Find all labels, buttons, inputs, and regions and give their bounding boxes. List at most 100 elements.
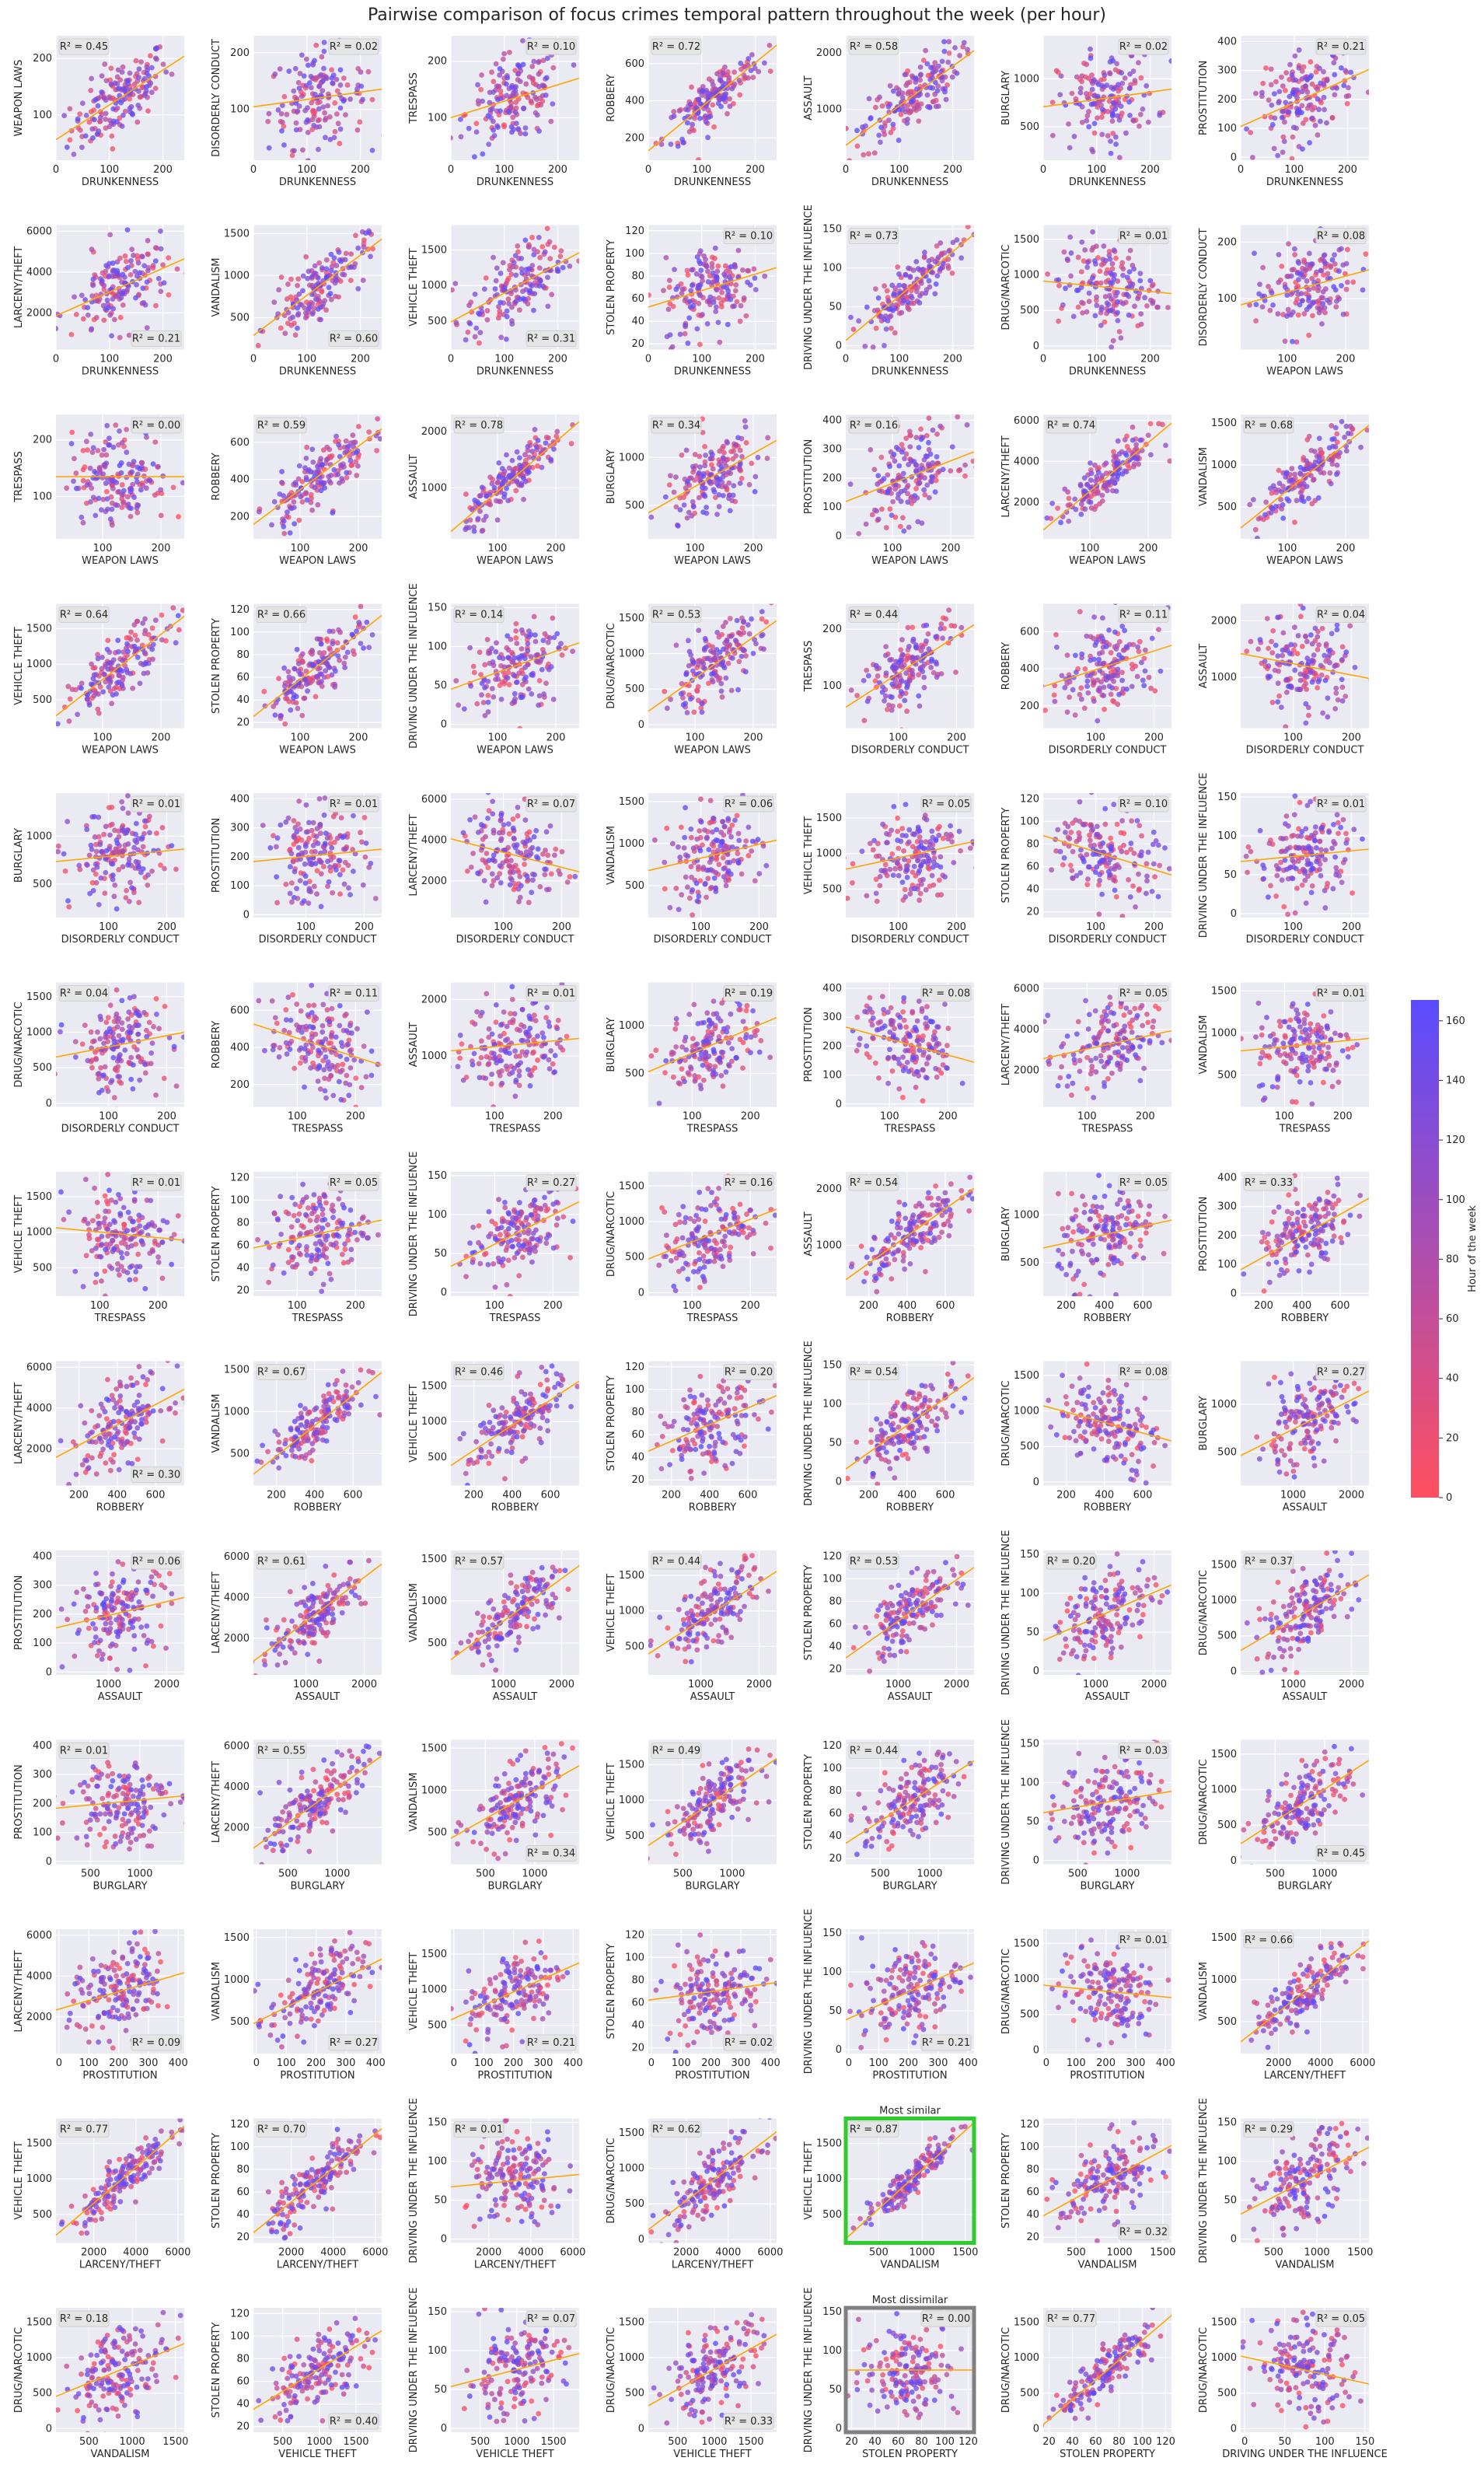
scatter-point	[1329, 114, 1336, 121]
scatter-point	[498, 696, 505, 702]
scatter-point	[1306, 332, 1312, 338]
scatter-point	[123, 258, 129, 264]
y-tick-label: 200	[822, 473, 842, 484]
scatter-point	[923, 453, 929, 459]
scatter-point	[1269, 290, 1275, 296]
scatter-point	[505, 675, 511, 681]
scatter-point	[297, 71, 303, 76]
scatter-point	[284, 111, 290, 117]
y-axis-label: ROBBERY	[606, 74, 617, 122]
scatter-point	[364, 619, 370, 625]
scatter-point	[1263, 499, 1269, 505]
scatter-point	[1119, 471, 1126, 477]
scatter-point	[684, 120, 690, 126]
scatter-point	[301, 73, 307, 79]
scatter-point	[726, 292, 732, 299]
scatter-point	[905, 624, 911, 631]
scatter-point	[119, 69, 125, 75]
scatter-point	[752, 637, 757, 643]
scatter-point	[1280, 516, 1287, 521]
scatter-point	[503, 81, 509, 87]
y-tick-label: 60	[236, 672, 250, 683]
scatter-point	[1325, 271, 1331, 277]
scatter-point	[291, 88, 297, 94]
scatter-point	[868, 447, 874, 453]
scatter-point	[1094, 294, 1099, 300]
scatter-point	[342, 257, 348, 263]
scatter-point	[702, 443, 707, 449]
scatter-point	[710, 102, 716, 108]
scatter-point	[1088, 101, 1095, 107]
scatter-point	[712, 245, 718, 251]
scatter-point	[291, 695, 296, 701]
scatter-point	[896, 703, 903, 709]
scatter-point	[735, 630, 742, 636]
scatter-point	[710, 679, 716, 685]
scatter-point	[905, 483, 911, 488]
scatter-point	[1318, 470, 1324, 475]
scatter-point	[348, 463, 354, 469]
scatter-point	[1110, 100, 1116, 106]
scatter-point	[904, 121, 910, 126]
scatter-point	[762, 273, 768, 279]
scatter-point	[946, 51, 952, 56]
scatter-point	[1107, 256, 1113, 262]
scatter-point	[522, 131, 529, 137]
r2-label: R² = 0.10	[725, 231, 773, 243]
scatter-point	[139, 642, 145, 648]
x-tick-label: 100	[1278, 543, 1297, 554]
scatter-point	[543, 435, 550, 440]
scatter-point	[1084, 264, 1091, 271]
scatter-point	[478, 672, 484, 678]
scatter-panel: 0 100 200200040006000DRUNKENNESSLARCENY/TH…	[13, 225, 184, 378]
scatter-point	[1088, 477, 1094, 483]
scatter-point	[683, 671, 690, 677]
x-tick-label: 100	[692, 354, 711, 365]
scatter-point	[479, 680, 485, 687]
scatter-point	[295, 476, 302, 482]
scatter-point	[302, 695, 308, 701]
scatter-point	[861, 677, 867, 683]
scatter-point	[913, 435, 920, 441]
scatter-point	[1084, 61, 1090, 68]
fit-line	[451, 252, 579, 323]
y-tick-label: 6000	[1014, 415, 1039, 427]
scatter-point	[304, 444, 310, 450]
scatter-point	[1092, 462, 1098, 468]
scatter-point	[1343, 271, 1348, 277]
scatter-point	[732, 303, 737, 309]
scatter-point	[1111, 247, 1117, 253]
scatter-point	[697, 464, 703, 470]
scatter-point	[673, 286, 679, 292]
scatter-point	[865, 673, 871, 679]
r2-label: R² = 0.02	[330, 41, 378, 53]
fit-line	[1043, 88, 1171, 108]
scatter-point	[491, 79, 497, 85]
scatter-point	[101, 282, 107, 288]
scatter-point	[718, 660, 725, 666]
scatter-point	[120, 674, 126, 680]
scatter-point	[738, 302, 744, 309]
scatter-point	[144, 279, 150, 285]
scatter-point	[696, 627, 702, 634]
y-tick-label: 0	[638, 719, 644, 731]
scatter-point	[680, 702, 686, 708]
y-tick-label: 200	[1020, 701, 1039, 712]
scatter-point	[1266, 283, 1271, 289]
scatter-panel: 0 100 200050010001500DRUNKENNESSDRUG/NARCO…	[1000, 225, 1171, 378]
scatter-point	[933, 659, 939, 665]
scatter-point	[230, 80, 236, 86]
scatter-point	[1099, 498, 1105, 504]
scatter-point	[99, 89, 105, 95]
scatter-point	[505, 655, 512, 661]
scatter-point	[141, 75, 148, 82]
scatter-point	[501, 124, 508, 130]
scatter-point	[504, 452, 509, 458]
scatter-point	[702, 463, 708, 469]
scatter-point	[1109, 266, 1116, 272]
y-axis-label: DRUG/NARCOTIC	[1000, 244, 1012, 330]
scatter-point	[714, 481, 721, 487]
scatter-point	[496, 474, 502, 479]
